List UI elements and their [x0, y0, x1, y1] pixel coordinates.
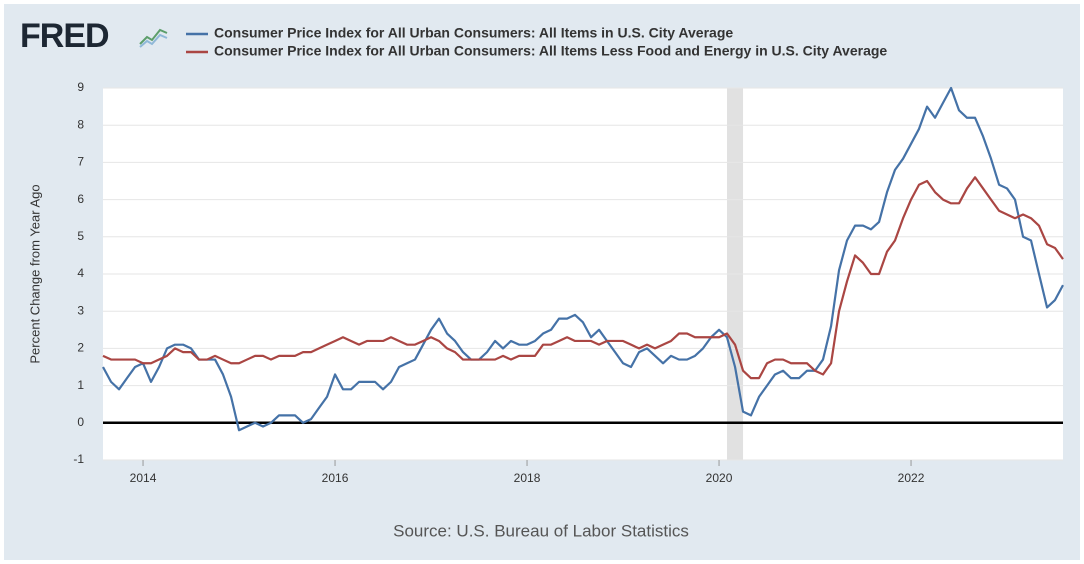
logo: FRED	[20, 17, 109, 55]
x-tick-label: 2020	[706, 471, 733, 485]
y-tick-label: 3	[77, 303, 84, 317]
y-tick-label: 6	[77, 192, 84, 206]
legend-label: Consumer Price Index for All Urban Consu…	[214, 25, 733, 41]
data-line	[102, 86, 1064, 432]
logo-icon	[138, 26, 168, 48]
y-tick-label: 8	[77, 117, 84, 131]
data-line	[102, 176, 1064, 380]
y-tick-label: 7	[77, 155, 84, 169]
y-axis-label: Percent Change from Year Ago	[27, 184, 42, 363]
x-tick-label: 2014	[130, 471, 157, 485]
source: Source: U.S. Bureau of Labor Statistics	[393, 521, 689, 540]
y-tick-label: 1	[77, 378, 84, 392]
y-tick-label: 5	[77, 229, 84, 243]
y-tick-label: 0	[77, 415, 84, 429]
x-tick-label: 2022	[898, 471, 925, 485]
y-tick-label: 4	[77, 266, 84, 280]
y-tick-label: 2	[77, 341, 84, 355]
x-tick-label: 2016	[322, 471, 349, 485]
y-tick-label: -1	[73, 452, 84, 466]
y-tick-label: 9	[77, 80, 84, 94]
x-tick-label: 2018	[514, 471, 541, 485]
legend-label: Consumer Price Index for All Urban Consu…	[214, 43, 887, 59]
